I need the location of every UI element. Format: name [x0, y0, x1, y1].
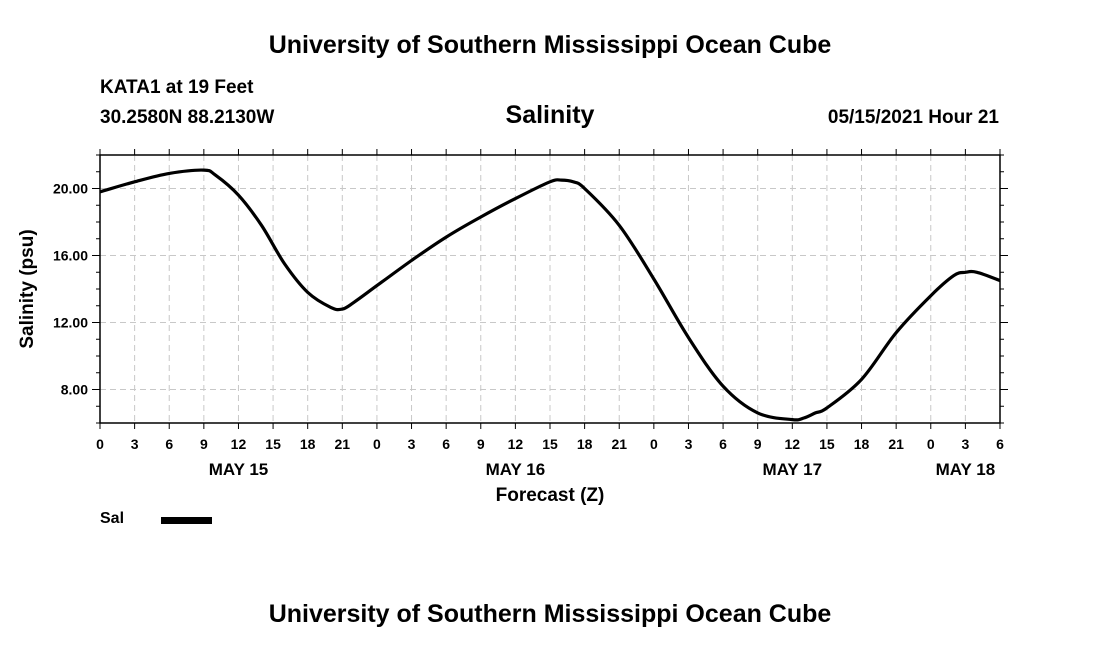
- x-tick-label: 6: [719, 436, 727, 452]
- day-label: MAY 17: [763, 460, 823, 479]
- x-tick-label: 21: [335, 436, 351, 452]
- x-tick-label: 21: [888, 436, 904, 452]
- x-tick-label: 18: [854, 436, 870, 452]
- y-tick-label: 16.00: [53, 248, 88, 264]
- day-label: MAY 16: [486, 460, 546, 479]
- x-tick-label: 3: [408, 436, 416, 452]
- y-tick-label: 20.00: [53, 181, 88, 197]
- x-tick-label: 0: [373, 436, 381, 452]
- x-tick-label: 6: [996, 436, 1004, 452]
- x-tick-label: 3: [961, 436, 969, 452]
- forecast-datetime: 05/15/2021 Hour 21: [827, 107, 999, 128]
- day-label: MAY 18: [936, 460, 996, 479]
- salinity-series-line: [99, 168, 1001, 422]
- y-axis-label: Salinity (psu): [17, 229, 38, 348]
- x-tick-label: 15: [542, 436, 558, 452]
- page-title: University of Southern Mississippi Ocean…: [268, 31, 832, 59]
- station-label: KATA1 at 19 Feet: [100, 77, 254, 98]
- y-tick-label: 8.00: [61, 382, 88, 398]
- x-tick-label: 12: [508, 436, 524, 452]
- legend-line-swatch: [161, 517, 212, 524]
- x-tick-label: 3: [131, 436, 139, 452]
- x-tick-label: 12: [231, 436, 247, 452]
- legend-label: Sal: [100, 510, 125, 527]
- x-tick-label: 0: [96, 436, 104, 452]
- x-tick-label: 9: [754, 436, 762, 452]
- x-tick-label: 3: [685, 436, 693, 452]
- x-tick-label: 12: [785, 436, 801, 452]
- coordinates-label: 30.2580N 88.2130W: [100, 107, 275, 128]
- x-axis-label: Forecast (Z): [496, 485, 605, 506]
- x-tick-label: 15: [819, 436, 835, 452]
- x-tick-label: 0: [927, 436, 935, 452]
- footer-title: University of Southern Mississippi Ocean…: [268, 600, 832, 628]
- x-tick-label: 18: [577, 436, 593, 452]
- x-tick-label: 6: [442, 436, 450, 452]
- x-tick-label: 9: [477, 436, 485, 452]
- x-tick-label: 6: [165, 436, 173, 452]
- chart-title: Salinity: [505, 101, 595, 129]
- x-tick-label: 15: [265, 436, 281, 452]
- x-tick-label: 21: [611, 436, 627, 452]
- day-label: MAY 15: [209, 460, 269, 479]
- x-tick-label: 18: [300, 436, 316, 452]
- x-tick-label: 0: [650, 436, 658, 452]
- x-tick-label: 9: [200, 436, 208, 452]
- y-tick-label: 12.00: [53, 315, 88, 331]
